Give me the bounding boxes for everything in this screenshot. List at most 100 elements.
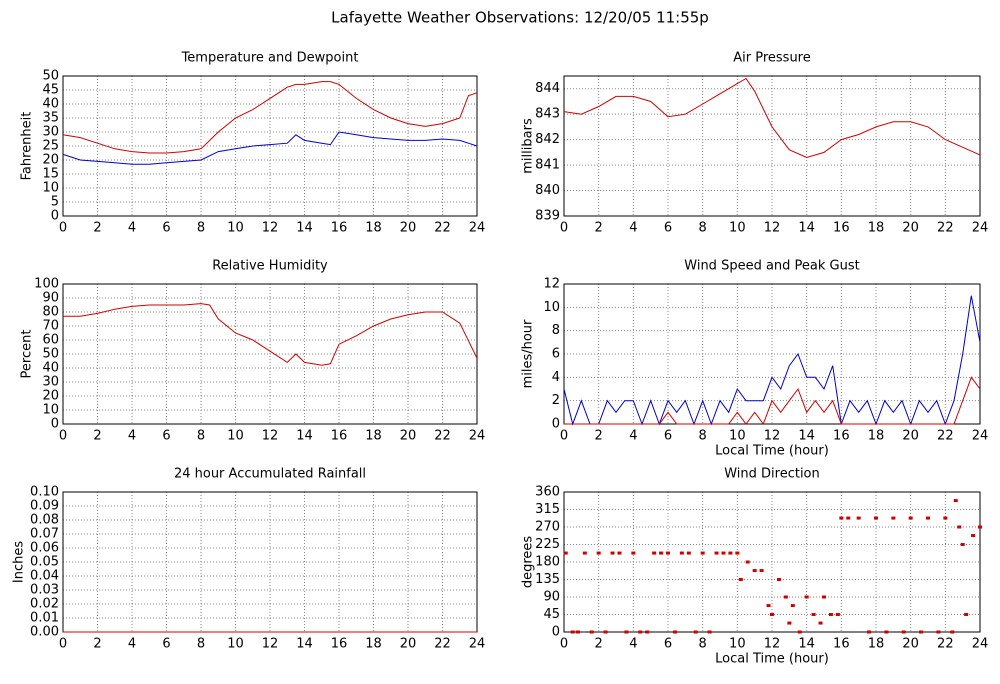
x-tick-label: 10 xyxy=(227,221,244,236)
x-tick-label: 10 xyxy=(729,637,746,652)
y-tick-label: 270 xyxy=(535,520,560,535)
data-line xyxy=(62,131,478,165)
data-point xyxy=(631,551,636,555)
data-point xyxy=(884,630,889,634)
data-point xyxy=(700,551,705,555)
data-line xyxy=(564,376,981,426)
y-tick-label: 315 xyxy=(535,502,560,517)
y-tick-label: 844 xyxy=(535,81,560,96)
x-tick-label: 0 xyxy=(59,429,67,444)
data-point xyxy=(943,516,948,520)
data-point xyxy=(563,551,568,555)
data-point xyxy=(652,551,657,555)
data-point xyxy=(964,613,969,616)
y-tick-label: 20 xyxy=(42,389,59,404)
x-tick-label: 24 xyxy=(972,221,989,236)
panel-title: Air Pressure xyxy=(733,51,811,66)
y-tick-label: 70 xyxy=(42,319,59,334)
data-point xyxy=(811,613,816,616)
x-tick-label: 22 xyxy=(434,429,451,444)
data-point xyxy=(666,551,670,555)
x-tick-label: 14 xyxy=(296,221,313,236)
y-tick-label: 0.03 xyxy=(30,583,59,598)
y-tick-label: 10 xyxy=(543,300,560,315)
x-tick-label: 14 xyxy=(296,429,313,444)
y-tick-label: 10 xyxy=(42,181,59,196)
y-axis-label: Inches xyxy=(12,541,27,583)
data-point xyxy=(659,551,664,555)
y-tick-label: 180 xyxy=(535,555,560,570)
x-tick-label: 22 xyxy=(937,637,954,652)
x-tick-label: 24 xyxy=(972,429,989,444)
x-tick-label: 0 xyxy=(59,637,67,652)
y-tick-label: 45 xyxy=(42,83,59,98)
data-point xyxy=(570,630,575,634)
data-point xyxy=(957,525,962,529)
x-tick-label: 22 xyxy=(937,429,954,444)
data-point xyxy=(624,630,629,634)
x-axis-label: Local Time (hour) xyxy=(715,444,829,459)
data-point xyxy=(752,569,757,573)
x-tick-label: 6 xyxy=(664,221,672,236)
x-tick-label: 24 xyxy=(469,221,486,236)
data-point xyxy=(707,630,712,634)
x-tick-label: 18 xyxy=(365,637,382,652)
y-tick-label: 0.10 xyxy=(30,485,59,500)
data-point xyxy=(686,551,691,555)
data-point xyxy=(714,551,719,555)
x-tick-label: 0 xyxy=(560,429,568,444)
x-tick-label: 16 xyxy=(833,221,850,236)
data-point xyxy=(867,630,872,634)
y-tick-label: 0.09 xyxy=(30,499,59,514)
y-tick-label: 8 xyxy=(552,323,560,338)
data-point xyxy=(804,595,809,599)
data-point xyxy=(776,578,781,581)
y-tick-label: 842 xyxy=(535,132,560,147)
x-tick-label: 8 xyxy=(699,429,707,444)
y-tick-label: 0.08 xyxy=(30,513,59,528)
y-axis-label: Fahrenheit xyxy=(20,112,35,181)
x-tick-label: 18 xyxy=(868,221,885,236)
x-tick-label: 20 xyxy=(400,637,417,652)
y-tick-label: 0.00 xyxy=(30,625,59,640)
y-tick-label: 40 xyxy=(42,97,59,112)
data-point xyxy=(950,630,955,634)
y-tick-label: 45 xyxy=(543,607,560,622)
x-tick-label: 12 xyxy=(764,637,781,652)
y-tick-label: 843 xyxy=(535,107,560,122)
y-tick-label: 840 xyxy=(535,183,560,198)
x-tick-label: 12 xyxy=(262,221,279,236)
x-tick-label: 8 xyxy=(699,637,707,652)
data-point xyxy=(596,551,601,555)
y-axis-label: degrees xyxy=(521,536,536,589)
data-point xyxy=(603,630,608,634)
data-point xyxy=(679,551,684,555)
x-tick-label: 24 xyxy=(469,429,486,444)
data-line xyxy=(63,303,478,366)
y-tick-label: 0.07 xyxy=(30,527,59,542)
data-point xyxy=(936,630,941,634)
panel-title: 24 hour Accumulated Rainfall xyxy=(174,467,366,482)
y-tick-label: 50 xyxy=(42,347,59,362)
data-point xyxy=(822,595,826,599)
x-tick-label: 2 xyxy=(93,221,101,236)
x-tick-label: 14 xyxy=(798,429,815,444)
y-tick-label: 5 xyxy=(51,195,59,210)
x-tick-label: 10 xyxy=(729,429,746,444)
y-tick-label: 841 xyxy=(535,158,560,173)
x-tick-label: 18 xyxy=(365,429,382,444)
x-tick-label: 2 xyxy=(93,429,101,444)
data-point xyxy=(856,516,861,520)
data-point xyxy=(610,551,615,555)
y-tick-label: 6 xyxy=(552,347,560,362)
x-tick-label: 14 xyxy=(296,637,313,652)
data-point xyxy=(766,604,771,608)
x-tick-label: 0 xyxy=(560,637,568,652)
data-point xyxy=(953,499,958,503)
y-tick-label: 90 xyxy=(543,590,560,605)
x-tick-label: 0 xyxy=(560,221,568,236)
x-tick-label: 6 xyxy=(162,637,170,652)
y-tick-label: 40 xyxy=(42,361,59,376)
y-tick-label: 60 xyxy=(42,333,59,348)
y-tick-label: 0 xyxy=(51,209,59,224)
